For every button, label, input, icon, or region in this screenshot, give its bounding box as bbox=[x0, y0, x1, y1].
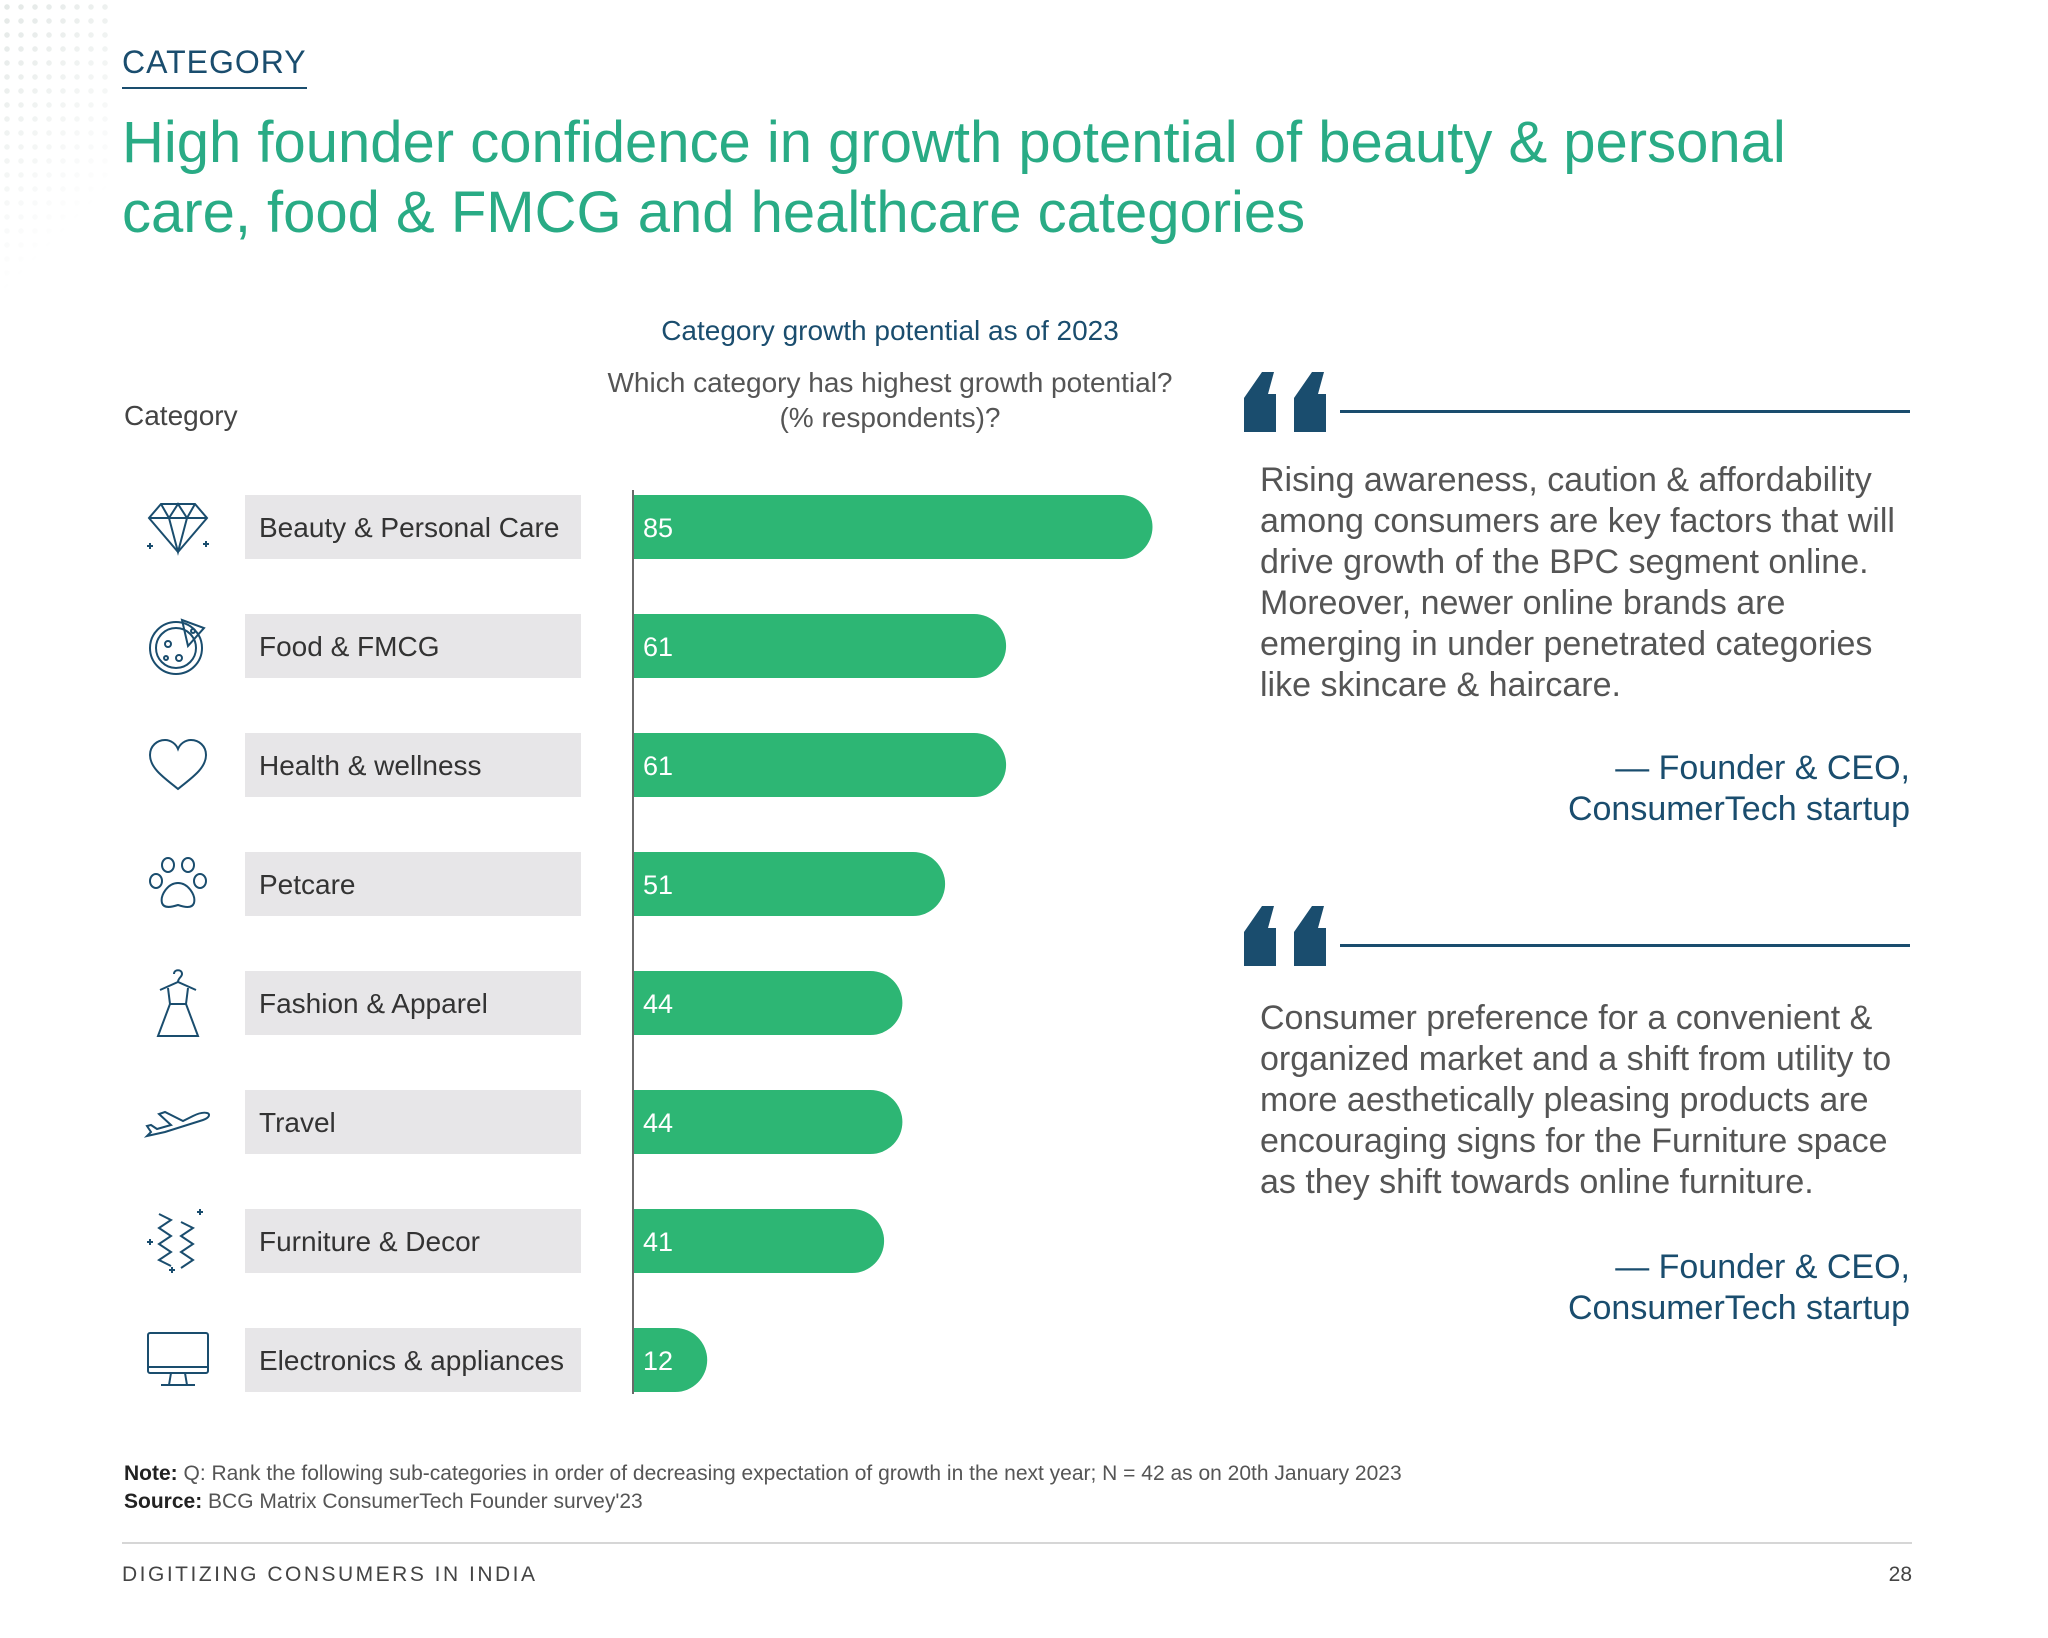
quote-author-role: — Founder & CEO, bbox=[1615, 749, 1910, 787]
category-label-box bbox=[245, 495, 581, 559]
bar-value-label: 85 bbox=[643, 513, 673, 543]
bar-value-label: 44 bbox=[643, 989, 673, 1019]
section-kicker: CATEGORY bbox=[122, 44, 307, 89]
pizza-icon bbox=[143, 611, 213, 681]
category-label: Travel bbox=[259, 1107, 336, 1138]
bar-chart: Beauty & Personal Care 85 Food & FMCG 61 Hea… bbox=[245, 490, 1153, 1394]
page-number: 28 bbox=[1888, 1563, 1912, 1586]
bar bbox=[634, 1090, 903, 1154]
quote-text: Consumer preference for a convenient & o… bbox=[1260, 999, 1892, 1201]
chart-title: Category growth potential as of 2023 bbox=[661, 315, 1119, 346]
bar-value-label: 44 bbox=[643, 1108, 673, 1138]
bar-value-label: 41 bbox=[643, 1227, 673, 1257]
curtain-icon bbox=[143, 1206, 213, 1276]
bar bbox=[634, 971, 903, 1035]
chart-subtitle: Which category has highest growth potent… bbox=[607, 367, 1173, 433]
footer-divider bbox=[122, 1542, 1912, 1544]
bar-value-label: 12 bbox=[643, 1346, 673, 1376]
airplane-icon bbox=[143, 1087, 213, 1157]
category-label: Petcare bbox=[259, 869, 356, 900]
category-label: Fashion & Apparel bbox=[259, 988, 488, 1019]
quote-author: — Founder & CEO, ConsumerTech startup bbox=[1410, 748, 1910, 830]
page-headline: High founder confidence in growth potent… bbox=[122, 110, 1786, 245]
paw-icon bbox=[143, 849, 213, 919]
category-label: Health & wellness bbox=[259, 750, 482, 781]
bar bbox=[634, 733, 1007, 797]
bar bbox=[634, 852, 946, 916]
quote-author-company: ConsumerTech startup bbox=[1567, 1289, 1910, 1327]
category-label: Electronics & appliances bbox=[259, 1345, 564, 1376]
bar-value-label: 51 bbox=[643, 870, 673, 900]
category-label-box bbox=[245, 733, 581, 797]
note-label: Note: bbox=[124, 1462, 178, 1485]
quote-mark-icon bbox=[1244, 372, 1326, 432]
quote-author-role: — Founder & CEO, bbox=[1615, 1248, 1910, 1286]
note-text: Q: Rank the following sub-categories in … bbox=[177, 1462, 1402, 1485]
category-label-box bbox=[245, 1209, 581, 1273]
quote-text: Rising awareness, caution & affordabilit… bbox=[1260, 461, 1895, 704]
category-label: Food & FMCG bbox=[259, 631, 439, 662]
category-label: Beauty & Personal Care bbox=[259, 512, 559, 543]
quote-card-2: Consumer preference for a convenient & o… bbox=[1240, 904, 1910, 1374]
note-line: Note: Q: Rank the following sub-categori… bbox=[124, 1460, 1924, 1488]
category-axis-label: Category bbox=[124, 400, 238, 431]
quote-divider bbox=[1340, 410, 1910, 413]
bar-value-label: 61 bbox=[643, 751, 673, 781]
source-text: BCG Matrix ConsumerTech Founder survey'2… bbox=[202, 1490, 643, 1513]
bar bbox=[634, 1209, 885, 1273]
quote-divider bbox=[1340, 944, 1910, 947]
diamond-icon bbox=[143, 492, 213, 562]
heart-icon bbox=[143, 730, 213, 800]
footer-publication-title: DIGITIZING CONSUMERS IN INDIA bbox=[122, 1563, 538, 1586]
category-label-box bbox=[245, 1090, 581, 1154]
quote-card-1: Rising awareness, caution & affordabilit… bbox=[1240, 370, 1910, 840]
dress-icon bbox=[143, 968, 213, 1038]
bar bbox=[634, 495, 1153, 559]
category-label: Furniture & Decor bbox=[259, 1226, 480, 1257]
category-label-box bbox=[245, 614, 581, 678]
source-label: Source: bbox=[124, 1490, 203, 1513]
bar-value-label: 61 bbox=[643, 632, 673, 662]
bar bbox=[634, 614, 1007, 678]
monitor-icon bbox=[143, 1325, 213, 1395]
decorative-dot-pattern bbox=[0, 0, 110, 290]
quote-author-company: ConsumerTech startup bbox=[1567, 790, 1910, 828]
footnote: Note: Q: Rank the following sub-categori… bbox=[124, 1460, 1924, 1516]
category-label-box bbox=[245, 971, 581, 1035]
quote-mark-icon bbox=[1244, 906, 1326, 966]
category-label-box bbox=[245, 1328, 581, 1392]
bar bbox=[634, 1328, 708, 1392]
category-label-box bbox=[245, 852, 581, 916]
quote-author: — Founder & CEO, ConsumerTech startup bbox=[1410, 1247, 1910, 1329]
source-line: Source: BCG Matrix ConsumerTech Founder … bbox=[124, 1488, 1924, 1516]
